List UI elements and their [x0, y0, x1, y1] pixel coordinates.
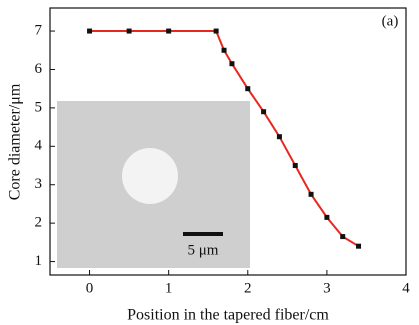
y-tick-label: 3: [35, 176, 43, 192]
y-tick-label: 1: [35, 253, 43, 269]
scale-bar: [183, 232, 223, 236]
marker: [340, 234, 345, 239]
y-tick-label: 2: [35, 215, 43, 231]
marker: [277, 134, 282, 139]
marker: [245, 86, 250, 91]
marker: [356, 244, 361, 249]
x-tick-label: 0: [86, 280, 94, 296]
y-tick-label: 5: [35, 99, 43, 115]
x-tick-label: 4: [402, 280, 410, 296]
x-tick-label: 2: [244, 280, 252, 296]
marker: [229, 61, 234, 66]
x-axis-label: Position in the tapered fiber/cm: [127, 307, 329, 324]
marker: [222, 48, 227, 53]
y-tick-label: 7: [35, 22, 43, 38]
x-tick-label: 3: [323, 280, 331, 296]
y-tick-label: 6: [35, 61, 43, 77]
y-tick-label: 4: [35, 138, 43, 154]
chart: 5 μm (a) Position in the tapered fiber/c…: [0, 0, 419, 325]
marker: [293, 163, 298, 168]
marker: [261, 109, 266, 114]
marker: [309, 192, 314, 197]
marker: [214, 29, 219, 34]
inset-core: [122, 148, 178, 204]
x-tick-label: 1: [165, 280, 173, 296]
y-axis-label: Core diameter/μm: [7, 83, 24, 200]
marker: [127, 29, 132, 34]
panel-label: (a): [382, 13, 399, 29]
scale-label: 5 μm: [188, 242, 219, 258]
marker: [87, 29, 92, 34]
marker: [324, 215, 329, 220]
marker: [166, 29, 171, 34]
